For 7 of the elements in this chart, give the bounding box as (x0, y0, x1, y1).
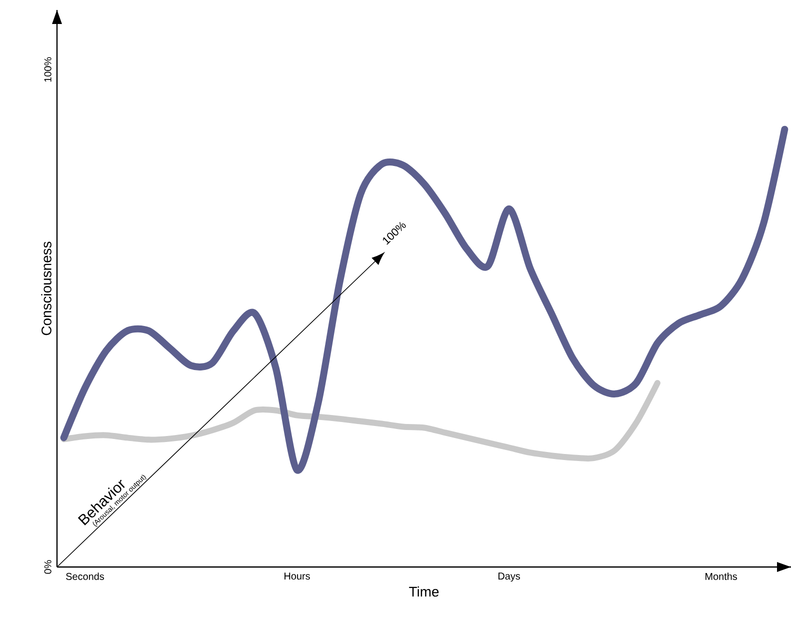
x-axis-title: Time (409, 586, 439, 597)
y-tick-label: 0% (44, 560, 52, 574)
x-tick-label: Months (706, 572, 738, 580)
x-tick-label: Hours (284, 572, 310, 580)
x-tick-label: Days (498, 572, 520, 582)
x-tick-label: Seconds (66, 572, 104, 580)
y-axis-title: Consciousness (41, 242, 52, 336)
